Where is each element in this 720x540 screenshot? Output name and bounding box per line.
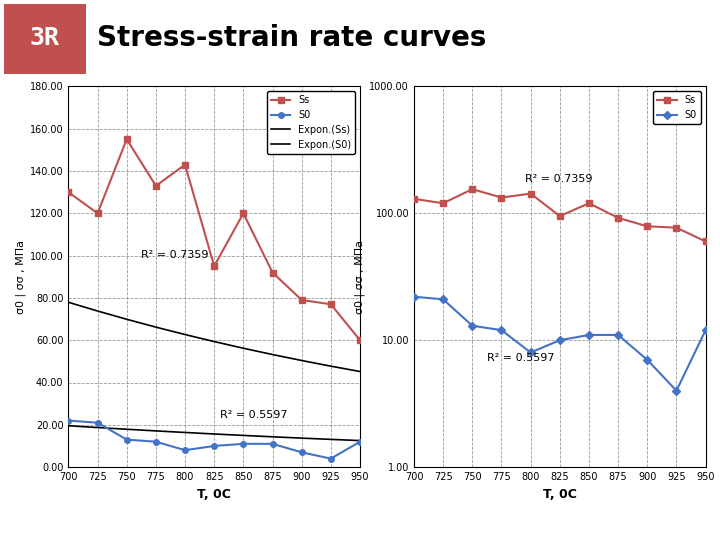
S0 xyxy=(93,420,102,426)
Ss xyxy=(210,263,218,269)
Ss xyxy=(297,297,306,303)
Expon.(Ss) xyxy=(297,357,306,364)
Expon.(S0) xyxy=(356,437,364,444)
Ss xyxy=(93,210,102,217)
Expon.(S0) xyxy=(151,428,160,434)
Expon.(Ss) xyxy=(93,308,102,314)
Expon.(S0) xyxy=(210,431,218,437)
Ss xyxy=(438,200,447,206)
Ss xyxy=(64,189,73,195)
Text: 3R: 3R xyxy=(30,25,60,50)
Line: Expon.(S0): Expon.(S0) xyxy=(68,426,360,441)
Y-axis label: σ0 | σσ , МПа: σ0 | σσ , МПа xyxy=(355,240,365,314)
Ss xyxy=(613,215,622,221)
Ss xyxy=(326,301,335,307)
X-axis label: T, 0C: T, 0C xyxy=(543,488,577,501)
Line: Ss: Ss xyxy=(411,186,708,244)
S0 xyxy=(297,449,306,456)
S0 xyxy=(181,447,189,454)
Ss xyxy=(122,136,131,143)
Text: R² = 0.5597: R² = 0.5597 xyxy=(220,410,287,420)
S0 xyxy=(438,296,447,302)
Ss xyxy=(526,190,535,197)
Text: R² = 0.5597: R² = 0.5597 xyxy=(487,353,554,362)
S0 xyxy=(672,388,681,394)
S0 xyxy=(643,356,652,363)
S0 xyxy=(701,327,710,333)
Expon.(S0) xyxy=(239,432,248,438)
Text: Tarusa: Tarusa xyxy=(215,515,261,528)
Expon.(S0) xyxy=(326,436,335,443)
S0 xyxy=(151,438,160,445)
Expon.(S0) xyxy=(181,429,189,436)
Expon.(S0) xyxy=(93,424,102,431)
Ss xyxy=(410,195,418,202)
Ss xyxy=(643,223,652,230)
Expon.(Ss) xyxy=(181,332,189,338)
Expon.(Ss) xyxy=(326,363,335,369)
Expon.(S0) xyxy=(64,422,73,429)
S0 xyxy=(210,443,218,449)
Expon.(S0) xyxy=(122,426,131,433)
Legend: Ss, S0: Ss, S0 xyxy=(654,91,701,124)
S0 xyxy=(468,322,477,329)
Expon.(Ss) xyxy=(268,352,276,358)
Ss xyxy=(556,213,564,219)
S0 xyxy=(526,349,535,356)
Expon.(Ss) xyxy=(151,324,160,330)
Text: R² = 0.7359: R² = 0.7359 xyxy=(141,249,209,260)
Line: Expon.(Ss): Expon.(Ss) xyxy=(68,302,360,372)
S0 xyxy=(239,441,248,447)
Expon.(Ss) xyxy=(64,299,73,306)
Expon.(Ss) xyxy=(122,316,131,322)
Ss xyxy=(356,337,364,343)
S0 xyxy=(326,455,335,462)
Ss xyxy=(181,161,189,168)
Ss xyxy=(151,183,160,189)
S0 xyxy=(497,327,505,333)
Text: July 09-11, 2013: July 09-11, 2013 xyxy=(375,515,489,528)
Line: S0: S0 xyxy=(66,418,363,461)
Expon.(S0) xyxy=(268,434,276,440)
Ss xyxy=(585,200,593,206)
S0 xyxy=(356,438,364,445)
S0 xyxy=(268,441,276,447)
Expon.(Ss) xyxy=(356,368,364,375)
Ss xyxy=(239,210,248,217)
Text: Stress-strain rate curves: Stress-strain rate curves xyxy=(97,24,487,52)
S0 xyxy=(410,294,418,300)
Ss xyxy=(497,194,505,201)
S0 xyxy=(122,436,131,443)
S0 xyxy=(613,332,622,338)
Ss xyxy=(268,269,276,276)
Expon.(S0) xyxy=(297,435,306,441)
Line: Ss: Ss xyxy=(66,137,363,343)
Y-axis label: σ0 | σσ , МПа: σ0 | σσ , МПа xyxy=(15,240,26,314)
Ss xyxy=(672,225,681,231)
S0 xyxy=(64,417,73,424)
Ss xyxy=(701,238,710,245)
FancyBboxPatch shape xyxy=(4,4,86,75)
X-axis label: T, 0C: T, 0C xyxy=(197,488,231,501)
Legend: Ss, S0, Expon.(Ss), Expon.(S0): Ss, S0, Expon.(Ss), Expon.(S0) xyxy=(267,91,355,153)
S0 xyxy=(556,337,564,343)
Ss xyxy=(468,186,477,192)
Expon.(Ss) xyxy=(239,345,248,352)
Text: R² = 0.7359: R² = 0.7359 xyxy=(525,173,593,184)
S0 xyxy=(585,332,593,338)
Line: S0: S0 xyxy=(411,294,708,394)
Expon.(Ss) xyxy=(210,339,218,345)
Text: 12: 12 xyxy=(678,514,698,528)
